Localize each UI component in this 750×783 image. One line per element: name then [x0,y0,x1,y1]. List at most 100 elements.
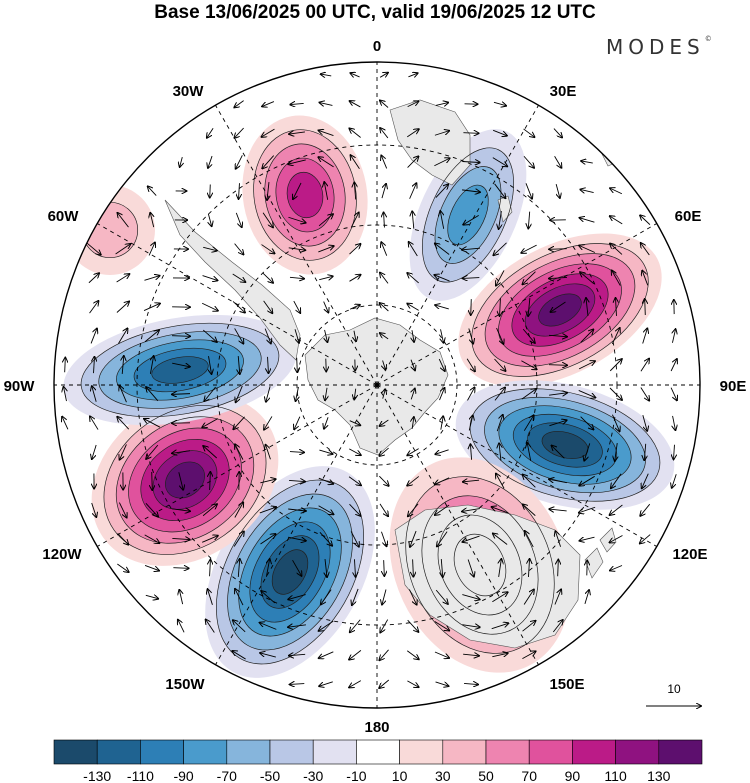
wind-arrow [616,298,617,316]
wind-arrow [288,509,306,511]
wind-arrow [379,475,388,486]
wind-arrow [580,189,594,192]
wind-arrow [236,155,243,168]
wind-arrow [435,681,449,686]
shade-level [541,431,589,459]
wind-arrow [383,389,386,399]
wind-arrow [294,416,301,430]
wind-arrow [492,507,509,514]
wind-arrow [523,128,535,137]
wind-arrow [260,534,276,545]
wind-arrow [496,415,503,432]
wind-arrow [523,415,533,431]
anomaly-negative-c8 [63,314,297,426]
meridian-line [376,384,657,547]
wind-arrow [62,417,69,430]
wind-arrow [90,416,99,430]
wind-arrow [441,558,442,577]
wind-arrow [325,329,328,342]
wind-arrow [235,444,244,460]
wind-arrow [462,594,479,600]
copyright-mark: © [704,35,712,43]
wind-arrow [467,388,474,401]
wind-arrow [642,415,647,431]
contour-line [115,416,255,544]
wind-arrow [180,157,183,167]
wind-arrow [261,591,276,604]
wind-arrow [118,328,128,344]
wind-arrow [584,443,591,460]
wind-arrow [523,155,534,168]
map-title: Base 13/06/2025 00 UTC, valid 19/06/2025… [154,2,596,23]
wind-arrow [319,651,334,658]
wind-arrow [115,244,131,255]
wind-arrow [612,414,619,432]
wind-arrow [640,215,651,225]
colorbar-swatch [528,739,573,765]
wind-arrow [233,416,245,429]
wind-arrow [580,218,595,223]
contour-line [140,438,230,522]
wind-arrow [264,416,273,429]
contour-line [527,422,603,468]
wind-arrow [434,651,449,658]
map-boundary [53,61,701,709]
wind-arrow [292,559,302,576]
wind-arrow [262,272,273,283]
wind-arrow [318,246,333,253]
shade-level [272,549,308,595]
meridian-line [376,384,539,665]
colorbar-tick-label: 70 [521,768,537,783]
wind-arrow [233,620,246,633]
wind-arrow [493,534,508,545]
wind-arrow [118,502,126,518]
wind-arrow [289,654,306,655]
contour-line [453,533,507,597]
wind-arrow [579,475,595,485]
shade-level [287,172,323,218]
wind-arrow [407,101,419,108]
wind-arrow [172,394,191,395]
meridian-line [215,105,378,386]
wind-arrow [232,273,246,282]
contour-line [484,396,646,494]
wind-arrow [202,418,219,428]
contour-line [249,521,331,623]
wind-arrow [259,507,276,514]
colorbar [53,739,703,765]
meridian-line [97,384,378,547]
wind-arrow [673,415,676,430]
reference-vector-label: 10 [667,682,681,696]
wind-arrow [521,360,536,370]
colorbar-swatch [312,739,357,765]
wind-arrow [408,73,417,77]
wind-arrow [380,619,389,633]
contour-line [80,322,280,418]
wind-arrow [318,505,334,515]
contour-line [286,171,324,219]
reference-vector: 10 [646,682,701,706]
lon-label-0: 0 [373,38,381,55]
wind-arrow [528,559,529,578]
wind-arrow [238,356,240,374]
lon-label-120w: 120W [42,546,82,563]
graticule [54,62,700,708]
wind-arrow [645,299,646,316]
wind-arrow [352,588,359,605]
wind-arrow [381,184,386,199]
wind-arrow [325,559,327,577]
wind-arrow [435,504,450,515]
wind-arrow [642,328,648,344]
wind-arrow [610,188,623,195]
wind-arrow [527,443,530,461]
wind-arrow [65,358,66,373]
wind-arrow [381,531,386,546]
wind-arrow [499,211,502,229]
colorbar-tick-label: 50 [478,768,494,783]
wind-arrow [611,328,619,345]
wind-arrow [407,619,419,632]
colorbar-swatch [485,739,530,765]
wind-arrow [122,356,124,375]
contour-line [165,461,205,499]
wind-arrow [640,503,651,516]
